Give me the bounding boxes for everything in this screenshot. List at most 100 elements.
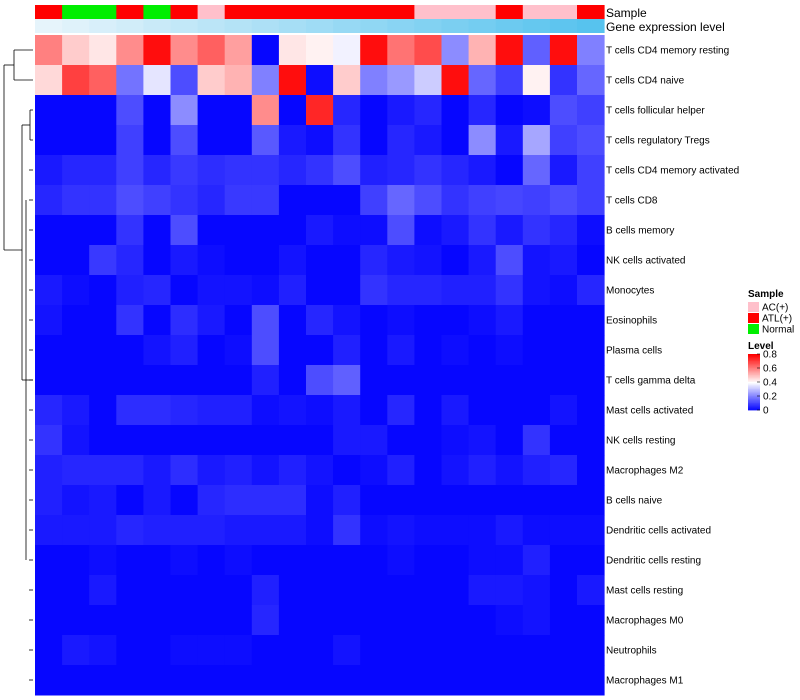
level-legend-tick-label: 0.4	[763, 378, 777, 389]
expression-annotation-cell	[224, 19, 253, 33]
heatmap-cell	[170, 215, 199, 246]
heatmap-cell	[143, 215, 171, 246]
heatmap-cell	[441, 635, 470, 666]
heatmap-cell	[251, 425, 280, 456]
heatmap-cell	[170, 95, 199, 126]
heatmap-cell	[577, 155, 605, 186]
heatmap-cell	[360, 185, 388, 216]
heatmap-cell	[333, 125, 361, 156]
sample-legend-swatch	[748, 324, 759, 334]
heatmap-cell	[224, 455, 253, 486]
heatmap-cell	[278, 455, 307, 486]
heatmap-cell	[577, 275, 605, 306]
heatmap-cell	[278, 665, 307, 696]
heatmap-cell	[414, 395, 442, 426]
heatmap-cell	[468, 155, 497, 186]
heatmap-cell	[224, 125, 253, 156]
heatmap-cell	[387, 275, 415, 306]
level-legend-gradient-step	[748, 383, 760, 386]
heatmap-cell	[495, 65, 524, 96]
heatmap-cell	[306, 35, 334, 66]
heatmap-cell	[62, 545, 90, 576]
heatmap-cell	[89, 305, 117, 336]
heatmap-cell	[333, 575, 361, 606]
sample-annotation-cell	[197, 5, 226, 19]
heatmap-cell	[414, 545, 442, 576]
level-legend-gradient-step	[748, 377, 760, 380]
heatmap-cell	[414, 245, 442, 276]
heatmap-cell	[549, 515, 578, 546]
level-legend-gradient-step	[748, 362, 760, 365]
heatmap-cell	[495, 545, 524, 576]
heatmap-cell	[387, 155, 415, 186]
heatmap-cell	[360, 485, 388, 516]
heatmap-cell	[549, 275, 578, 306]
level-legend-gradient-step	[748, 398, 760, 401]
row-label: Macrophages M2	[606, 466, 684, 477]
level-legend-gradient-step	[748, 361, 760, 363]
expression-annotation-cell	[441, 19, 470, 33]
heatmap-cell	[306, 605, 334, 636]
heatmap-cell	[251, 215, 280, 246]
heatmap-cell	[495, 575, 524, 606]
heatmap-cell	[89, 635, 117, 666]
sample-annotation-cell	[224, 5, 253, 19]
heatmap-cell	[224, 245, 253, 276]
heatmap-cell	[306, 275, 334, 306]
heatmap-cell	[549, 215, 578, 246]
heatmap-cell	[89, 65, 117, 96]
heatmap-cell	[577, 455, 605, 486]
heatmap-cell	[224, 515, 253, 546]
heatmap-cell	[224, 95, 253, 126]
heatmap-cell	[468, 95, 497, 126]
heatmap-cell	[441, 275, 470, 306]
level-legend-gradient-step	[748, 380, 760, 383]
heatmap-cell	[197, 335, 226, 366]
level-legend-tick-label: 0	[763, 406, 769, 417]
heatmap-cell	[251, 455, 280, 486]
heatmap-cell	[224, 365, 253, 396]
heatmap-cell	[197, 305, 226, 336]
heatmap-cell	[360, 395, 388, 426]
heatmap-cell	[414, 95, 442, 126]
level-legend-gradient-step	[748, 400, 760, 402]
heatmap-cell	[360, 425, 388, 456]
heatmap-cell	[441, 95, 470, 126]
row-label: Plasma cells	[606, 346, 662, 357]
heatmap-cell	[197, 35, 226, 66]
heatmap-cell	[387, 65, 415, 96]
level-legend-gradient-step	[748, 368, 760, 370]
heatmap-cell	[414, 605, 442, 636]
heatmap-cell	[197, 245, 226, 276]
heatmap-cell	[251, 65, 280, 96]
heatmap-cell	[577, 425, 605, 456]
heatmap-cell	[116, 605, 144, 636]
heatmap-cell	[170, 245, 199, 276]
heatmap-cell	[143, 515, 171, 546]
heatmap-cell	[116, 455, 144, 486]
expression-annotation-cell	[360, 19, 388, 33]
level-legend-gradient-step	[748, 382, 760, 384]
row-label: Macrophages M1	[606, 676, 684, 687]
heatmap-cell	[414, 365, 442, 396]
heatmap-cell	[224, 545, 253, 576]
heatmap-cell	[170, 335, 199, 366]
heatmap-cell	[116, 335, 144, 366]
heatmap-cell	[387, 455, 415, 486]
level-legend-gradient-step	[748, 396, 760, 398]
heatmap-cell	[306, 485, 334, 516]
heatmap-cell	[549, 425, 578, 456]
heatmap-cell	[143, 95, 171, 126]
heatmap-cell	[577, 305, 605, 336]
heatmap-cell	[387, 425, 415, 456]
heatmap-cell	[522, 425, 551, 456]
heatmap-cell	[306, 395, 334, 426]
heatmap-cell	[306, 545, 334, 576]
heatmap-cell	[333, 95, 361, 126]
heatmap-cell	[387, 125, 415, 156]
heatmap-cell	[224, 605, 253, 636]
heatmap-cell	[224, 305, 253, 336]
heatmap-cell	[333, 65, 361, 96]
heatmap-cell	[414, 155, 442, 186]
heatmap-cell	[333, 545, 361, 576]
